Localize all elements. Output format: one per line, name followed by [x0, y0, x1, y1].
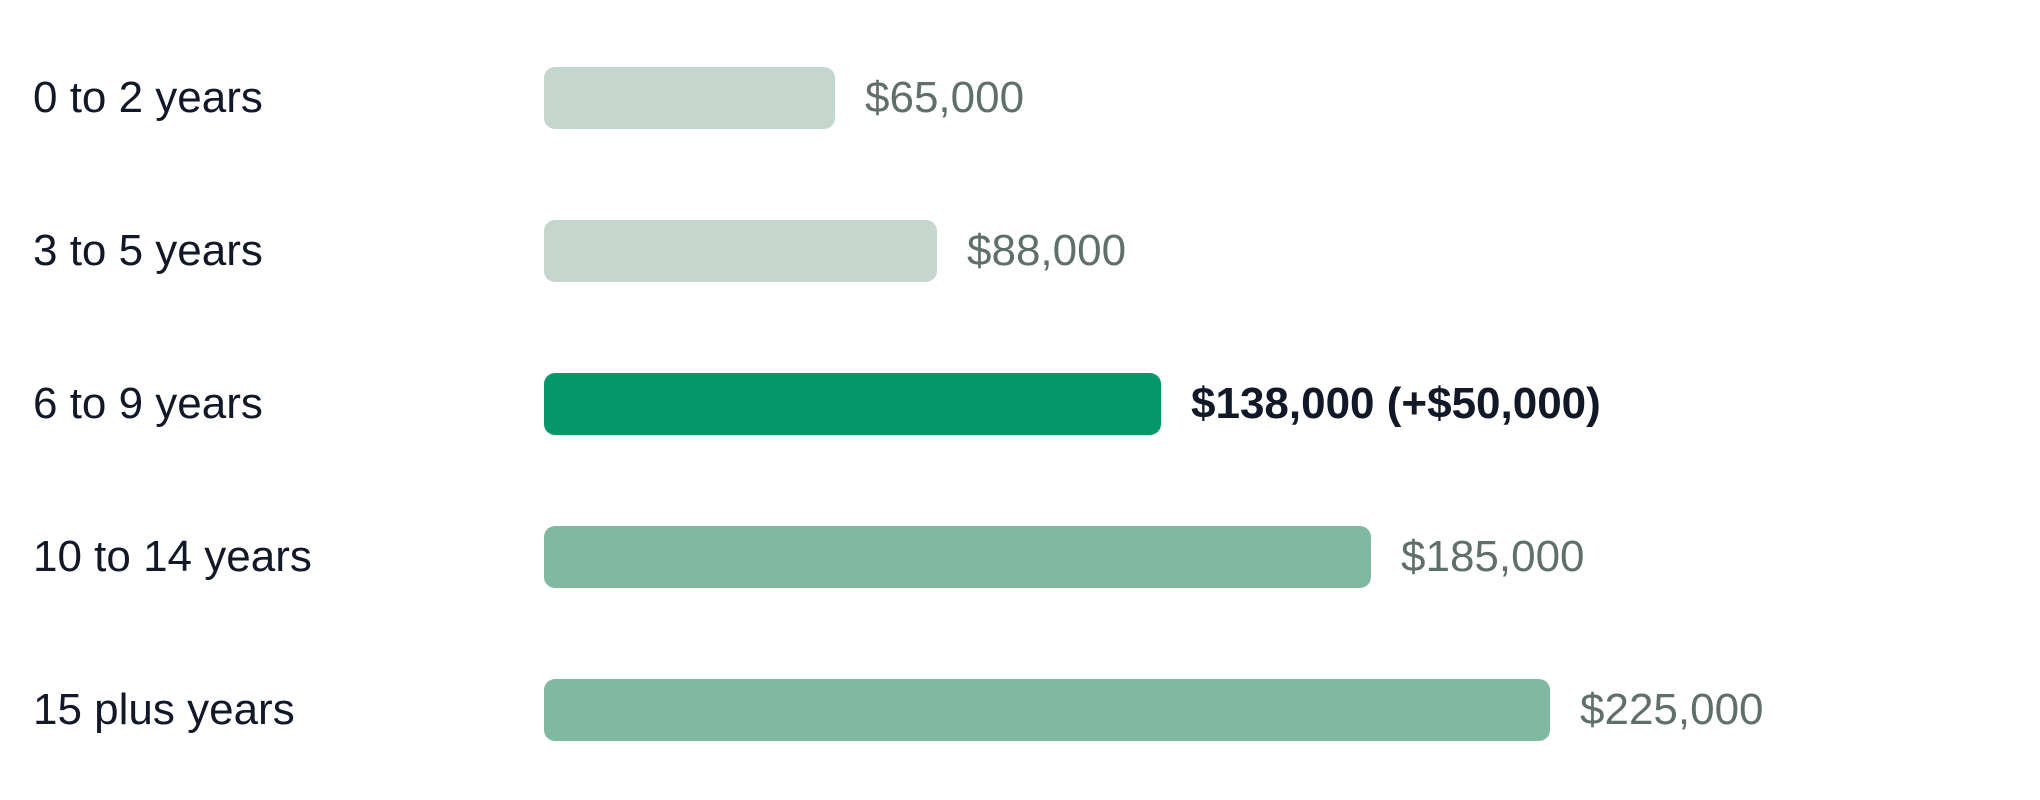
value-label: $65,000	[865, 73, 1025, 122]
category-label: 3 to 5 years	[33, 226, 263, 275]
value-label: $138,000 (+$50,000)	[1191, 379, 1601, 428]
salary-bar	[544, 526, 1371, 588]
salary-bar	[544, 373, 1161, 435]
value-label: $88,000	[967, 226, 1127, 275]
salary-bar	[544, 67, 835, 129]
value-label: $185,000	[1401, 532, 1585, 581]
category-label: 6 to 9 years	[33, 379, 263, 428]
category-label: 15 plus years	[33, 685, 295, 734]
value-label: $225,000	[1580, 685, 1764, 734]
salary-bar	[544, 679, 1550, 741]
category-label: 10 to 14 years	[33, 532, 312, 581]
category-label: 0 to 2 years	[33, 73, 263, 122]
salary-bar	[544, 220, 937, 282]
